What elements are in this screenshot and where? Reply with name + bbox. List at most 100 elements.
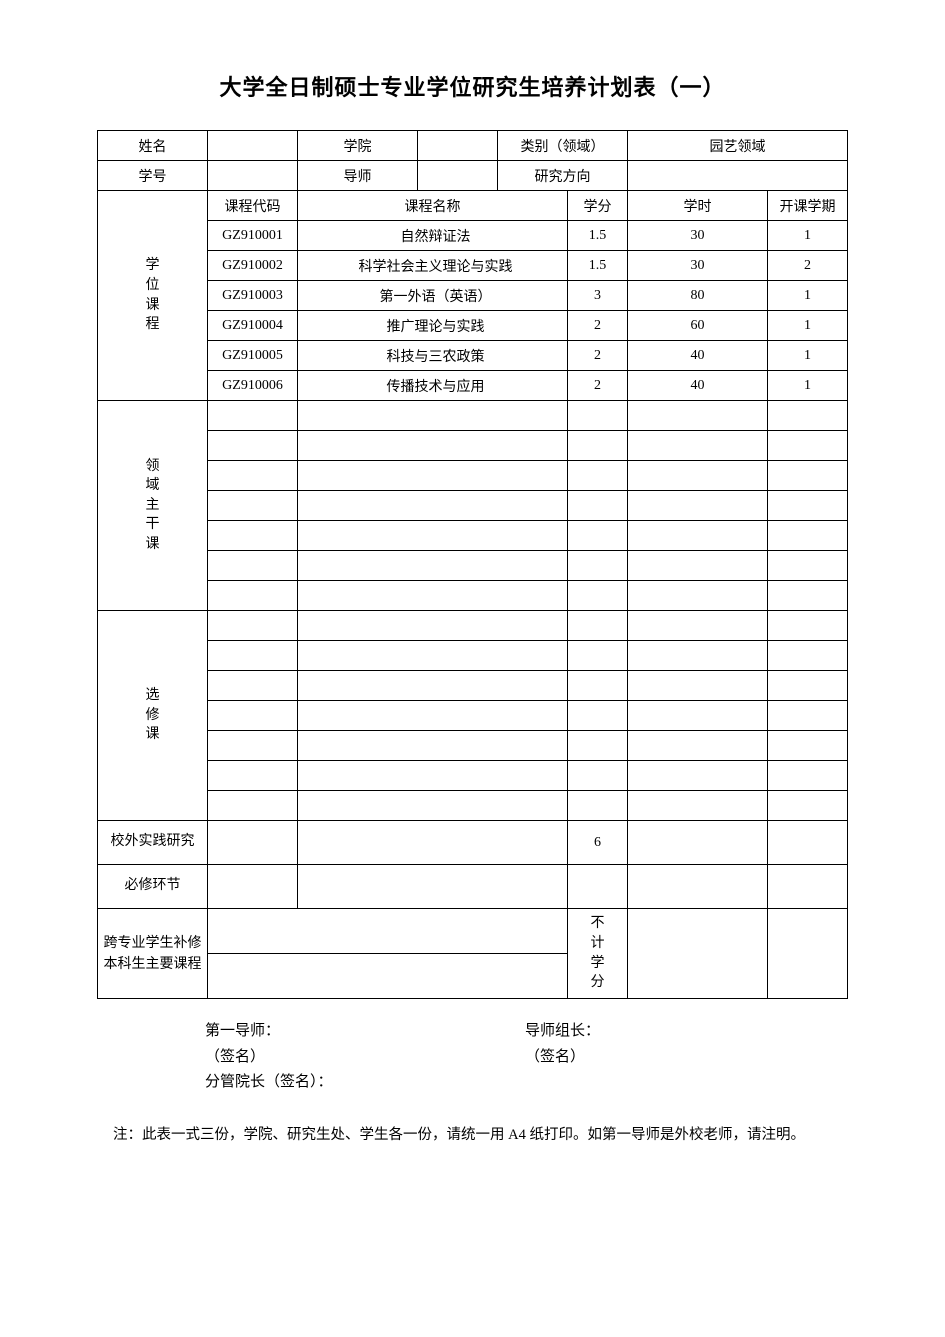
header-row-2: 学号 导师 研究方向 [98, 161, 848, 191]
section-domain-core: 领域主干课 [98, 401, 208, 611]
course-code: GZ910006 [208, 371, 298, 401]
college-value [418, 131, 498, 161]
course-name: 科学社会主义理论与实践 [298, 251, 568, 281]
group-leader-label: 导师组长： [525, 1019, 600, 1045]
empty-cell [568, 401, 628, 431]
column-header-row: 学位课程 课程代码 课程名称 学分 学时 开课学期 [98, 191, 848, 221]
empty-cell [208, 909, 568, 954]
empty-cell [628, 401, 768, 431]
off-campus-credit: 6 [568, 821, 628, 865]
empty-cell [568, 611, 628, 641]
required-link-row: 必修环节 [98, 865, 848, 909]
col-course-name: 课程名称 [298, 191, 568, 221]
sign-name-left: （签名） [205, 1045, 525, 1071]
empty-cell [628, 611, 768, 641]
header-row-1: 姓名 学院 类别（领域） 园艺领域 [98, 131, 848, 161]
course-code: GZ910005 [208, 341, 298, 371]
section-degree-courses: 学位课程 [98, 191, 208, 401]
main-table: 姓名 学院 类别（领域） 园艺领域 学号 导师 研究方向 学位课程 课程代码 课… [97, 130, 848, 999]
course-credit: 1.5 [568, 251, 628, 281]
table-row: GZ910003 第一外语（英语） 3 80 1 [98, 281, 848, 311]
table-row [98, 641, 848, 671]
table-row [98, 461, 848, 491]
course-semester: 1 [768, 281, 848, 311]
course-semester: 2 [768, 251, 848, 281]
course-name: 自然辩证法 [298, 221, 568, 251]
course-credit: 2 [568, 341, 628, 371]
vchar: 选修课 [98, 686, 207, 745]
empty-cell [768, 909, 848, 999]
college-label: 学院 [298, 131, 418, 161]
dean-label: 分管院长（签名）： [205, 1070, 850, 1096]
table-row [98, 701, 848, 731]
table-row [98, 521, 848, 551]
cross-major-label: 跨专业学生补修本科生主要课程 [104, 936, 202, 972]
name-label: 姓名 [98, 131, 208, 161]
section-required-link: 必修环节 [98, 865, 208, 909]
vchar: 不计学分 [568, 914, 627, 992]
table-row: GZ910002 科学社会主义理论与实践 1.5 30 2 [98, 251, 848, 281]
table-row [98, 431, 848, 461]
col-course-code: 课程代码 [208, 191, 298, 221]
section-off-campus: 校外实践研究 [98, 821, 208, 865]
course-semester: 1 [768, 311, 848, 341]
research-dir-value [628, 161, 848, 191]
course-hours: 30 [628, 221, 768, 251]
course-name: 科技与三农政策 [298, 341, 568, 371]
table-row: 领域主干课 [98, 401, 848, 431]
course-hours: 30 [628, 251, 768, 281]
course-credit: 1.5 [568, 221, 628, 251]
course-hours: 40 [628, 341, 768, 371]
table-row: GZ910005 科技与三农政策 2 40 1 [98, 341, 848, 371]
studentno-value [208, 161, 298, 191]
col-hours: 学时 [628, 191, 768, 221]
table-row [98, 791, 848, 821]
advisor-label: 导师 [298, 161, 418, 191]
empty-cell [768, 611, 848, 641]
category-value: 园艺领域 [628, 131, 848, 161]
category-label: 类别（领域） [498, 131, 628, 161]
table-row [98, 581, 848, 611]
cross-major-row-1: 跨专业学生补修本科生主要课程 不计学分 [98, 909, 848, 954]
course-semester: 1 [768, 221, 848, 251]
course-hours: 60 [628, 311, 768, 341]
table-row: 选修课 [98, 611, 848, 641]
advisor-value [418, 161, 498, 191]
empty-cell [208, 401, 298, 431]
section-cross-major: 跨专业学生补修本科生主要课程 [98, 909, 208, 999]
vchar: 学位课程 [98, 256, 207, 334]
course-code: GZ910004 [208, 311, 298, 341]
signature-block: 第一导师： 导师组长： （签名） （签名） 分管院长（签名）： [205, 1019, 850, 1096]
course-code: GZ910001 [208, 221, 298, 251]
course-code: GZ910002 [208, 251, 298, 281]
empty-cell [298, 611, 568, 641]
course-semester: 1 [768, 341, 848, 371]
course-semester: 1 [768, 371, 848, 401]
empty-cell [298, 401, 568, 431]
table-row: GZ910004 推广理论与实践 2 60 1 [98, 311, 848, 341]
table-row [98, 671, 848, 701]
off-campus-label: 校外实践研究 [111, 834, 195, 849]
empty-cell [628, 909, 768, 999]
page-title: 大学全日制硕士专业学位研究生培养计划表（一） [95, 70, 850, 102]
table-row: GZ910001 自然辩证法 1.5 30 1 [98, 221, 848, 251]
col-semester: 开课学期 [768, 191, 848, 221]
studentno-label: 学号 [98, 161, 208, 191]
empty-cell [768, 401, 848, 431]
sign-name-right: （签名） [525, 1045, 585, 1071]
section-electives: 选修课 [98, 611, 208, 821]
table-row [98, 731, 848, 761]
first-advisor-label: 第一导师： [205, 1019, 525, 1045]
name-value [208, 131, 298, 161]
course-hours: 40 [628, 371, 768, 401]
course-credit: 2 [568, 371, 628, 401]
research-dir-label: 研究方向 [498, 161, 628, 191]
table-row [98, 761, 848, 791]
col-credit: 学分 [568, 191, 628, 221]
table-row [98, 551, 848, 581]
table-row [98, 491, 848, 521]
required-link-label: 必修环节 [125, 878, 181, 893]
course-name: 第一外语（英语） [298, 281, 568, 311]
no-credit-label: 不计学分 [568, 909, 628, 999]
off-campus-row: 校外实践研究 6 [98, 821, 848, 865]
